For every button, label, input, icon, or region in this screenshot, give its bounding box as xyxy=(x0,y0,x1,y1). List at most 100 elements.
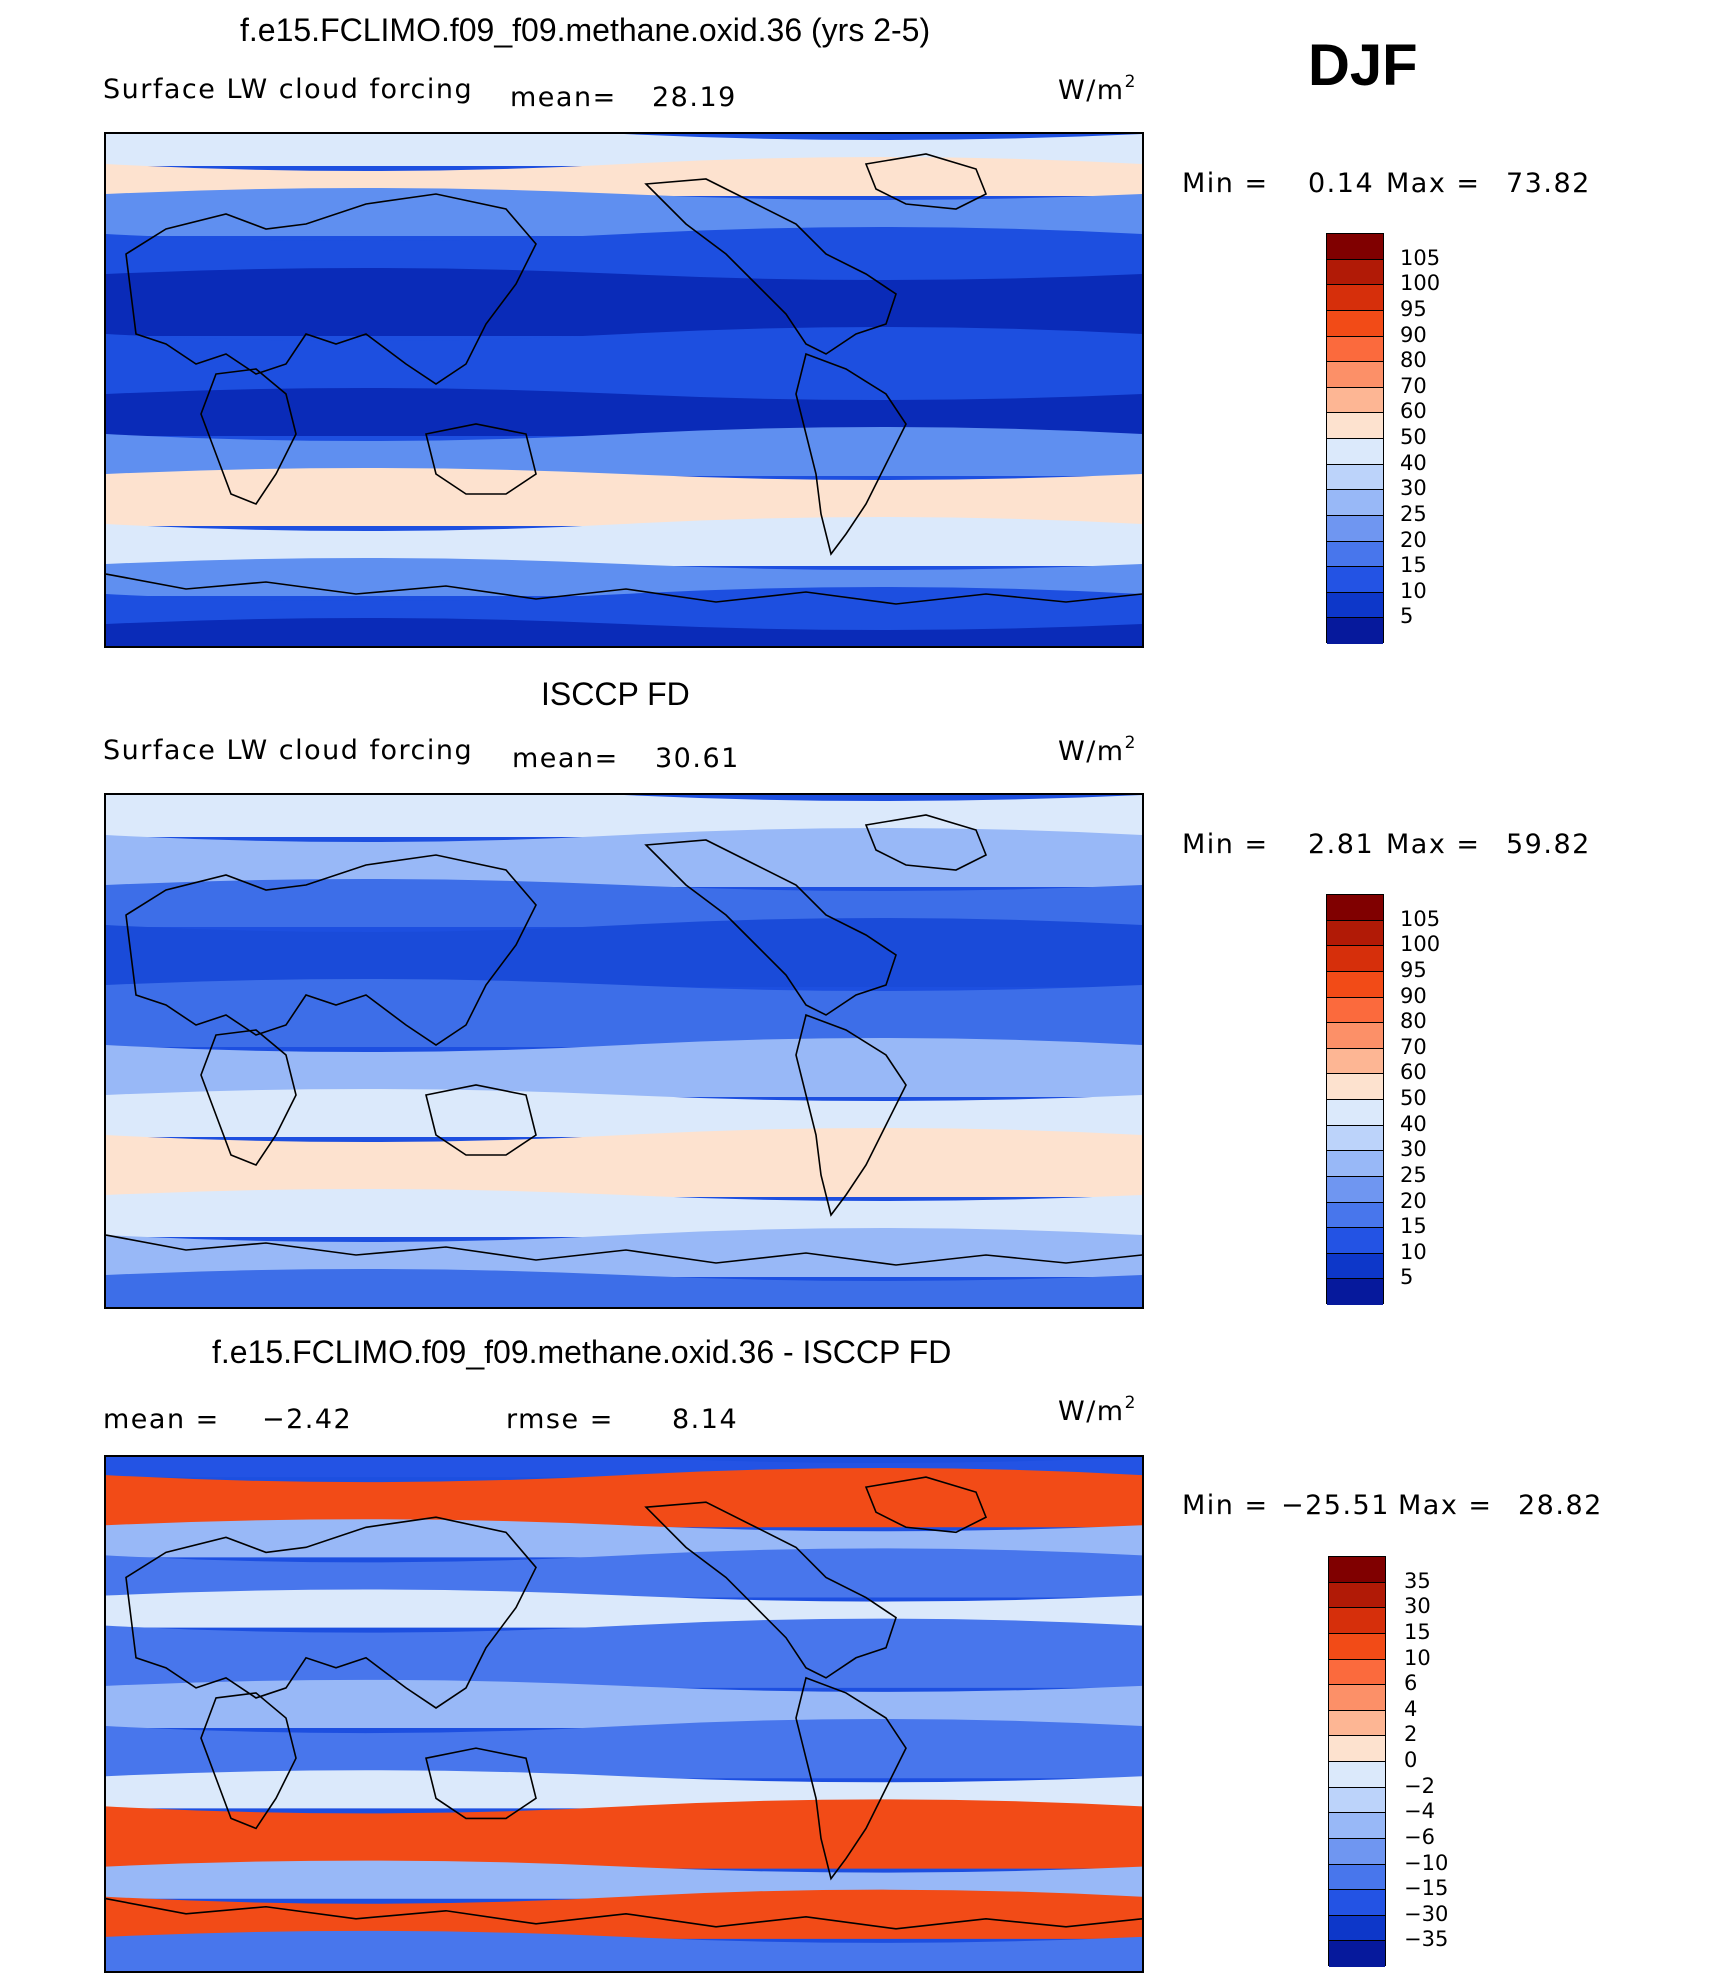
coastline xyxy=(125,854,537,1046)
colorbar-tick-label: 20 xyxy=(1400,527,1427,552)
panel-1-colorbar xyxy=(1326,233,1384,644)
map-band xyxy=(106,1860,1142,1899)
colorbar-tick-label: 5 xyxy=(1400,604,1414,629)
colorbar-swatch xyxy=(1327,490,1383,516)
coastline xyxy=(125,1516,537,1709)
colorbar-tick-label: 95 xyxy=(1400,296,1427,321)
panel-1-variable-label: Surface LW cloud forcing xyxy=(103,74,474,105)
colorbar-tick-label: 2 xyxy=(1404,1722,1418,1747)
colorbar-swatch xyxy=(1327,920,1383,947)
panel-2-map xyxy=(104,793,1144,1309)
map-band xyxy=(106,558,1142,596)
coastline xyxy=(125,193,537,385)
panel-3-mean-label: mean = xyxy=(103,1404,220,1435)
coastline xyxy=(200,1692,297,1830)
colorbar-swatch xyxy=(1327,310,1383,337)
colorbar-tick-label: 105 xyxy=(1400,906,1441,931)
colorbar-tick-label: 4 xyxy=(1404,1696,1418,1721)
map-band xyxy=(106,828,1142,887)
colorbar-swatch xyxy=(1327,1125,1383,1152)
colorbar-tick-label: −10 xyxy=(1404,1850,1449,1875)
panel-1-min-label: Min = xyxy=(1182,168,1269,199)
colorbar-tick-label: 25 xyxy=(1400,501,1427,526)
map-band xyxy=(106,1799,1142,1869)
colorbar-swatch xyxy=(1327,413,1383,439)
colorbar-tick-label: 50 xyxy=(1400,425,1427,449)
map-band xyxy=(106,1589,1142,1628)
panel-2-min-label: Min = xyxy=(1182,829,1269,860)
colorbar-tick-label: 40 xyxy=(1400,450,1427,475)
colorbar-swatch xyxy=(1329,1736,1385,1762)
colorbar-swatch xyxy=(1327,439,1383,465)
colorbar-tick-label: 70 xyxy=(1400,1034,1427,1059)
colorbar-swatch xyxy=(1327,336,1383,363)
colorbar-swatch xyxy=(1329,1582,1385,1609)
colorbar-swatch xyxy=(1327,515,1383,542)
colorbar-swatch xyxy=(1327,1176,1383,1203)
colorbar-tick-label: 15 xyxy=(1400,1214,1427,1239)
colorbar-tick-label: 30 xyxy=(1400,1137,1427,1162)
panel-3-max-label: Max = xyxy=(1398,1490,1493,1521)
colorbar-tick-label: 0 xyxy=(1404,1748,1418,1772)
colorbar-swatch xyxy=(1329,1710,1385,1737)
colorbar-swatch xyxy=(1327,618,1383,644)
colorbar-tick-label: 15 xyxy=(1400,553,1427,578)
coastline xyxy=(425,1084,537,1156)
colorbar-swatch xyxy=(1327,464,1383,491)
map-band xyxy=(106,795,1142,837)
colorbar-swatch xyxy=(1327,1151,1383,1177)
colorbar-swatch xyxy=(1329,1659,1385,1686)
colorbar-tick-label: 30 xyxy=(1400,476,1427,501)
colorbar-swatch xyxy=(1329,1864,1385,1891)
map-band xyxy=(106,327,1142,396)
panel-3-map xyxy=(104,1455,1144,1973)
panel-1-mean-value: 28.19 xyxy=(652,82,737,113)
panel-2-min-value: 2.81 xyxy=(1308,829,1375,860)
map-band xyxy=(106,1519,1142,1558)
colorbar-swatch xyxy=(1327,1202,1383,1229)
panel-3-map-svg xyxy=(106,1457,1142,1971)
panel-2-title: ISCCP FD xyxy=(541,676,690,712)
colorbar-tick-label: −4 xyxy=(1404,1799,1435,1824)
map-band xyxy=(106,517,1142,566)
coastline xyxy=(795,1013,907,1217)
colorbar-swatch xyxy=(1327,895,1383,921)
colorbar-tick-label: −6 xyxy=(1404,1824,1435,1849)
colorbar-tick-label: 60 xyxy=(1400,399,1427,424)
colorbar-tick-label: 6 xyxy=(1404,1671,1418,1696)
colorbar-tick-label: 35 xyxy=(1404,1568,1431,1593)
panel-2-map-svg xyxy=(106,795,1142,1307)
map-band xyxy=(106,188,1142,236)
map-band xyxy=(106,1930,1142,1971)
colorbar-swatch xyxy=(1329,1787,1385,1814)
colorbar-tick-label: 25 xyxy=(1400,1162,1427,1187)
panel-3-min-label: Min = xyxy=(1182,1490,1269,1521)
colorbar-swatch xyxy=(1329,1838,1385,1865)
colorbar-swatch xyxy=(1329,1762,1385,1788)
colorbar-tick-label: −2 xyxy=(1404,1773,1435,1798)
colorbar-swatch xyxy=(1329,1890,1385,1916)
colorbar-tick-label: 60 xyxy=(1400,1060,1427,1085)
colorbar-swatch xyxy=(1327,997,1383,1024)
map-band xyxy=(106,1770,1142,1809)
panel-2-mean-value: 30.61 xyxy=(655,743,740,774)
coastline xyxy=(644,178,897,355)
panel-3-min-value: −25.51 xyxy=(1281,1490,1390,1521)
colorbar-tick-label: −35 xyxy=(1404,1927,1449,1952)
map-band xyxy=(106,1719,1142,1779)
map-band xyxy=(106,1189,1142,1237)
colorbar-swatch xyxy=(1327,541,1383,568)
colorbar-swatch xyxy=(1327,592,1383,619)
panel-1-title: f.e15.FCLIMO.f09_f09.methane.oxid.36 (yr… xyxy=(240,12,931,48)
season-label: DJF xyxy=(1308,33,1418,98)
colorbar-tick-label: 105 xyxy=(1400,245,1441,270)
map-band xyxy=(106,587,1142,626)
coastline xyxy=(425,1747,537,1820)
colorbar-tick-label: −30 xyxy=(1404,1901,1449,1926)
colorbar-tick-label: 30 xyxy=(1404,1594,1431,1619)
panel-1-map-svg xyxy=(106,134,1142,646)
map-band xyxy=(106,918,1142,987)
map-band xyxy=(106,468,1142,526)
colorbar-swatch xyxy=(1327,567,1383,593)
colorbar-swatch xyxy=(1327,1074,1383,1100)
